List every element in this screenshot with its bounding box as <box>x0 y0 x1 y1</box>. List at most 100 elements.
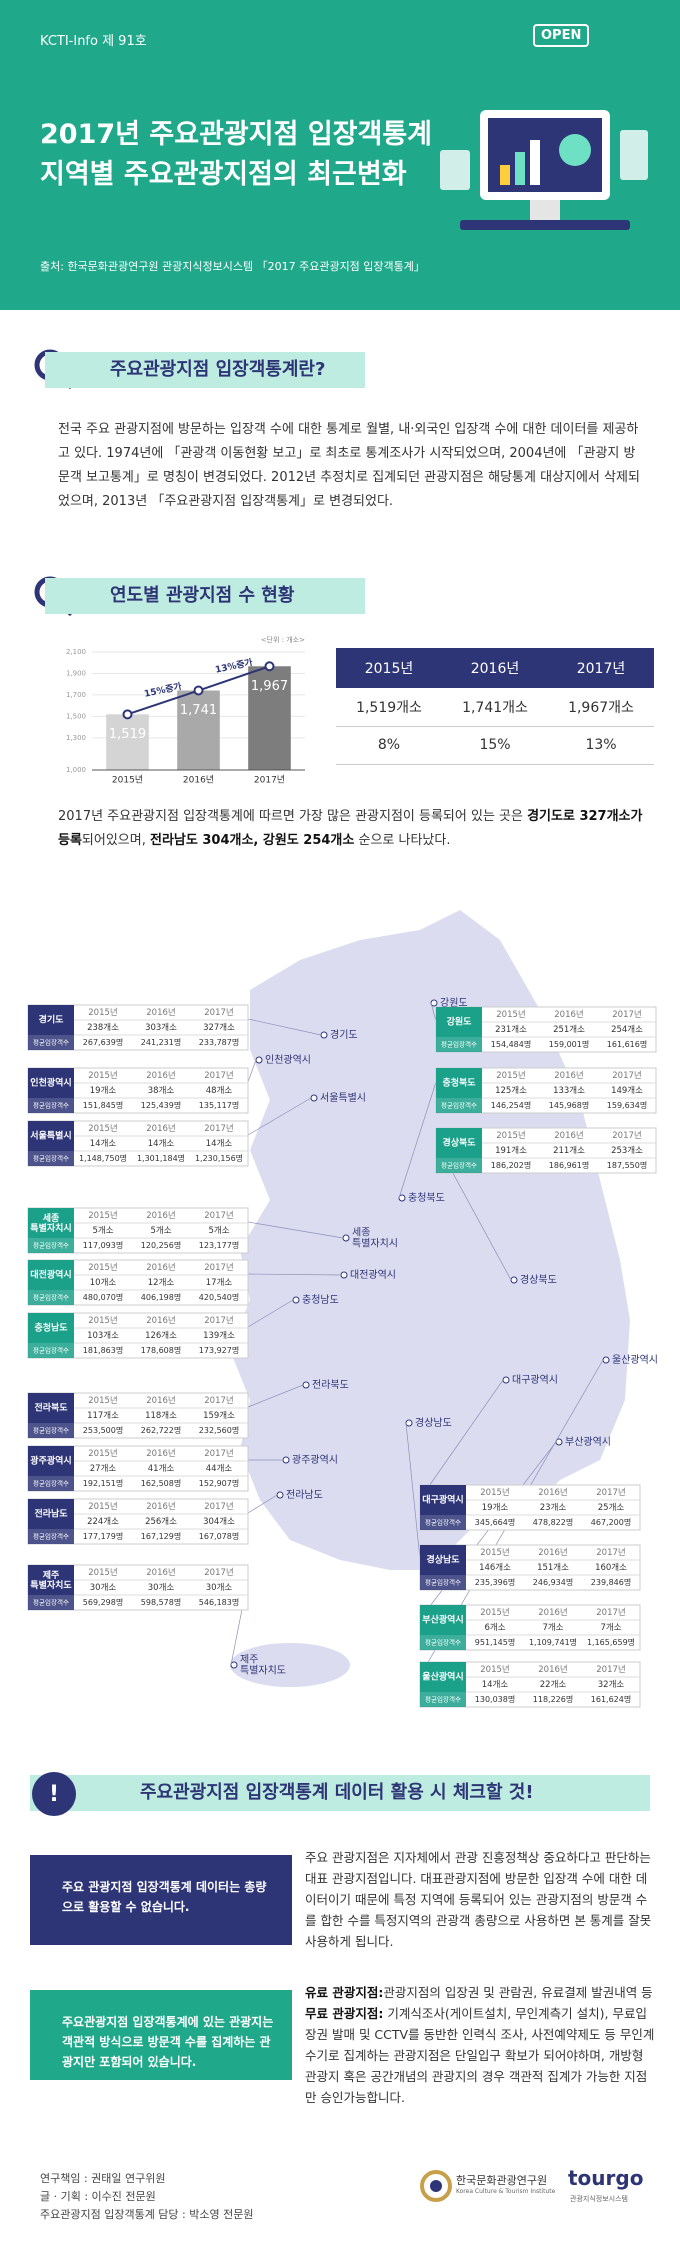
phone <box>620 130 648 180</box>
org-logo <box>420 2170 452 2202</box>
chart: <단위 : 개소> 1,000 1,300 1,500 1,700 1,900 2,100 2… <box>66 635 305 786</box>
avg: 267,639명 <box>83 1037 123 1047</box>
icon-bar <box>515 152 525 185</box>
year: 2015년 <box>88 1007 117 1018</box>
header: KCTI-Info 제 91호 OPEN 2017년 주요관광지점 입장객통계 지… <box>0 0 680 310</box>
region-name: 경기도 <box>39 1014 65 1026</box>
avg: 253,500명 <box>83 1425 123 1435</box>
check-box: 주요 관광지점 입장객통계 데이터는 총량으로 활용할 수 없습니다. <box>30 1855 292 1945</box>
count: 14개소 <box>90 1138 117 1149</box>
year: 2017년 <box>204 1395 233 1406</box>
count: 303개소 <box>145 1022 177 1033</box>
region-name: 강원도 <box>447 1016 473 1028</box>
avg: 177,179명 <box>83 1531 123 1541</box>
region-cell <box>420 1662 466 1692</box>
count: 25개소 <box>598 1502 625 1513</box>
year: 2017년 <box>612 1070 641 1081</box>
illustration <box>440 110 648 230</box>
avg: 151,845명 <box>83 1100 123 1110</box>
avg-label: 평균입장객수 <box>33 1101 69 1110</box>
avg: 173,927명 <box>199 1345 239 1355</box>
paragraph: 전국 주요 관광지점에 방문하는 입장객 수에 대한 통계로 월별, 내·외국인… <box>58 422 640 509</box>
count: 125개소 <box>495 1085 527 1096</box>
label-dot <box>302 1381 310 1389</box>
label-dot <box>310 1094 318 1102</box>
avg: 1,165,659명 <box>587 1637 635 1647</box>
year: 2016년 <box>146 1501 175 1512</box>
count: 151개소 <box>537 1562 569 1573</box>
detail-line: 유료 관광지점:관광지점의 입장권 및 관람권, 유료결제 발권내역 등 <box>305 1982 655 2003</box>
avg: 232,560명 <box>199 1425 239 1435</box>
label-dot <box>502 1376 510 1384</box>
count: 5개소 <box>92 1225 113 1236</box>
count: 117개소 <box>87 1410 119 1421</box>
year: 2017년 <box>204 1007 233 1018</box>
region-name: 충청북도 <box>442 1077 476 1089</box>
avg: 130,038명 <box>475 1694 515 1704</box>
year: 2017년 <box>596 1664 625 1675</box>
year: 2017년 <box>596 1607 625 1618</box>
count: 14개소 <box>206 1138 233 1149</box>
region-cell <box>436 1007 482 1037</box>
avg: 125,439명 <box>141 1100 181 1110</box>
x-tick-label: 2017년 <box>254 775 285 786</box>
count: 238개소 <box>87 1022 119 1033</box>
region-name: 부산광역시 <box>422 1614 463 1626</box>
table-cell: 15% <box>442 726 548 765</box>
avg: 123,177명 <box>199 1240 239 1250</box>
label-dot <box>276 1491 284 1499</box>
region-cell <box>28 1446 74 1476</box>
avg-cell <box>28 1476 74 1491</box>
connector <box>247 1221 344 1239</box>
region-name: 제주 특별자치도 <box>30 1569 72 1591</box>
avg: 117,093명 <box>83 1240 123 1250</box>
year: 2016년 <box>554 1130 583 1141</box>
table-header: 2016년 <box>442 648 548 688</box>
table-header: 2015년 <box>336 648 442 688</box>
avg: 154,484명 <box>491 1039 531 1049</box>
detail-line: 주요 관광지점은 지자체에서 관광 진흥정책상 중요하다고 판단하는 대표 관광… <box>305 1847 655 1952</box>
name-part: 특별자치도 <box>30 1578 72 1590</box>
label-dot <box>230 1661 238 1669</box>
detail-bold: 유료 관광지점: <box>305 1985 384 2000</box>
table-cell: 1,967개소 <box>548 688 654 727</box>
avg: 187,550명 <box>607 1160 647 1170</box>
region-cell <box>28 1121 74 1151</box>
region-name: 세종 특별자치시 <box>30 1212 71 1234</box>
count: 14개소 <box>482 1679 509 1690</box>
avg-cell <box>436 1098 482 1113</box>
count: 19개소 <box>482 1502 509 1513</box>
region-name: 광주광역시 <box>30 1455 71 1467</box>
title-line: 2017년 주요관광지점 입장객통계 <box>40 119 433 150</box>
avg: 1,230,156명 <box>195 1153 243 1163</box>
avg-label: 평균입장객수 <box>33 1598 69 1607</box>
count: 103개소 <box>87 1330 119 1341</box>
y-tick-label: 1,500 <box>66 712 86 720</box>
count: 19개소 <box>90 1085 117 1096</box>
year: 2015년 <box>480 1547 509 1558</box>
org-name-en: Korea Culture & Tourism Institute <box>456 2188 556 2195</box>
region-cell <box>436 1128 482 1158</box>
connector <box>405 1422 421 1560</box>
avg: 406,198명 <box>141 1292 181 1302</box>
avg-label: 평균입장객수 <box>441 1040 477 1049</box>
avg: 186,202명 <box>491 1160 531 1170</box>
count: 32개소 <box>598 1679 625 1690</box>
avg-cell <box>420 1515 466 1530</box>
year: 2017년 <box>204 1501 233 1512</box>
avg-cell <box>28 1238 74 1253</box>
avg: 162,508명 <box>141 1478 181 1488</box>
section-heading: 연도별 관광지점 수 현황 <box>45 578 365 614</box>
map-label: 부산광역시 <box>565 1436 611 1448</box>
region-cell <box>28 1208 74 1238</box>
count: 5개소 <box>150 1225 171 1236</box>
avg: 233,787명 <box>199 1037 239 1047</box>
bold-text: 전라남도 304개소, 강원도 254개소 <box>150 833 355 848</box>
count: 48개소 <box>206 1085 233 1096</box>
avg: 186,961명 <box>549 1160 589 1170</box>
count: 224개소 <box>87 1516 119 1527</box>
year: 2017년 <box>204 1448 233 1459</box>
section-heading: 주요관광지점 입장객통계 데이터 활용 시 체크할 것! <box>140 1782 534 1803</box>
